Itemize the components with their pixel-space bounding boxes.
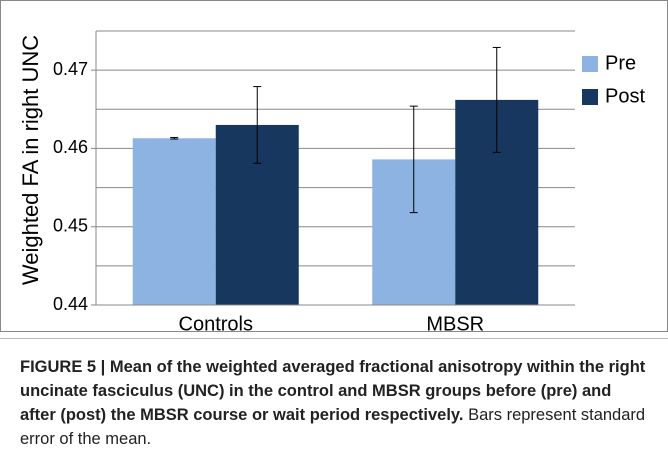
x-tick-label: MBSR <box>426 313 484 332</box>
caption: FIGURE 5 | Mean of the weighted averaged… <box>0 338 668 466</box>
legend-label: Pre <box>605 52 636 74</box>
y-tick-label: 0.46 <box>53 137 88 157</box>
legend-swatch <box>582 89 598 105</box>
legend-swatch <box>582 56 598 72</box>
legend-label: Post <box>605 85 645 107</box>
y-tick-label: 0.44 <box>53 294 88 314</box>
y-tick-label: 0.47 <box>53 59 88 79</box>
caption-bold: FIGURE 5 | Mean of the weighted averaged… <box>20 358 646 424</box>
chart: Weighted FA in right UNC 0.44 0.45 0.46 0.4… <box>0 0 668 332</box>
bar <box>132 138 216 305</box>
caption-text: Bars represent standard error of the mea… <box>20 406 646 448</box>
chart-frame <box>0 0 668 332</box>
y-axis-label: Weighted FA in right UNC <box>18 35 43 285</box>
x-tick-label: Controls <box>179 313 253 332</box>
y-tick-label: 0.45 <box>53 215 88 235</box>
